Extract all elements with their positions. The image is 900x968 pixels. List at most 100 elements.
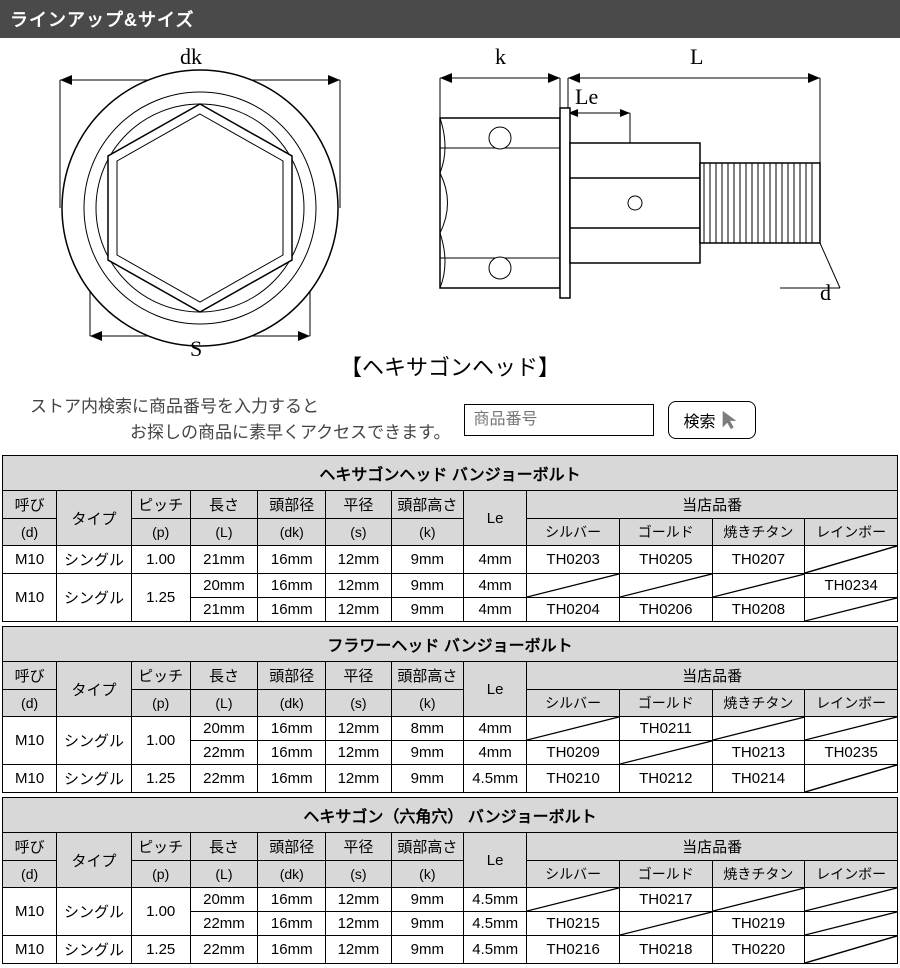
col-L: (L): [190, 861, 258, 888]
cell-type: シングル: [57, 888, 132, 936]
col-pitch: ピッチ: [131, 662, 190, 690]
cell-dk: 16mm: [258, 741, 326, 765]
cell-le: 4mm: [464, 574, 527, 598]
col-store: 当店品番: [527, 662, 898, 690]
col-L: (L): [190, 690, 258, 717]
cell-partno: TH0213: [712, 741, 805, 765]
col-d: (d): [3, 861, 57, 888]
label-d: d: [820, 280, 831, 306]
cell-k: 9mm: [391, 574, 463, 598]
spec-table: ヘキサゴン（六角穴） バンジョーボルト呼びタイプピッチ長さ頭部径平径頭部高さLe…: [2, 797, 898, 964]
col-d: (d): [3, 519, 57, 546]
cell-d: M10: [3, 765, 57, 793]
cell-k: 9mm: [391, 741, 463, 765]
cell-s: 12mm: [326, 546, 392, 574]
col-flat: 平径: [326, 491, 392, 519]
col-s: (s): [326, 519, 392, 546]
col-type: タイプ: [57, 833, 132, 888]
cell-L: 20mm: [190, 717, 258, 741]
cell-type: シングル: [57, 936, 132, 964]
cell-partno: TH0219: [712, 912, 805, 936]
cell-d: M10: [3, 574, 57, 622]
col-hd: 頭部径: [258, 833, 326, 861]
col-yobi: 呼び: [3, 662, 57, 690]
search-button-label: 検索: [683, 408, 715, 432]
col-d: (d): [3, 690, 57, 717]
cell-partno: TH0214: [712, 765, 805, 793]
cell-L: 22mm: [190, 741, 258, 765]
empty-cell: [712, 717, 805, 741]
cell-s: 12mm: [326, 912, 392, 936]
col-p: (p): [131, 519, 190, 546]
spec-table: ヘキサゴンヘッド バンジョーボルト呼びタイプピッチ長さ頭部径平径頭部高さLe当店…: [2, 455, 898, 622]
cell-partno: TH0203: [527, 546, 620, 574]
col-yobi: 呼び: [3, 833, 57, 861]
col-gold: ゴールド: [619, 519, 712, 546]
col-pitch: ピッチ: [131, 491, 190, 519]
cell-partno: TH0206: [619, 598, 712, 622]
col-gold: ゴールド: [619, 690, 712, 717]
col-s: (s): [326, 861, 392, 888]
empty-cell: [527, 574, 620, 598]
col-p: (p): [131, 861, 190, 888]
col-hd: 頭部径: [258, 662, 326, 690]
table-title: フラワーヘッド バンジョーボルト: [3, 627, 898, 662]
diagram-side-view: [400, 48, 860, 348]
empty-cell: [805, 765, 898, 793]
cell-le: 4mm: [464, 546, 527, 574]
cell-dk: 16mm: [258, 765, 326, 793]
cell-p: 1.00: [131, 717, 190, 765]
empty-cell: [805, 546, 898, 574]
col-hdh: 頭部高さ: [391, 662, 463, 690]
cell-d: M10: [3, 717, 57, 765]
col-hdh: 頭部高さ: [391, 491, 463, 519]
cell-L: 22mm: [190, 936, 258, 964]
cell-dk: 16mm: [258, 936, 326, 964]
col-silver: シルバー: [527, 519, 620, 546]
cell-d: M10: [3, 546, 57, 574]
col-type: タイプ: [57, 491, 132, 546]
cell-le: 4.5mm: [464, 936, 527, 964]
search-description: ストア内検索に商品番号を入力すると お探しの商品に素早くアクセスできます。: [30, 394, 450, 445]
cell-p: 1.25: [131, 936, 190, 964]
search-button[interactable]: 検索: [668, 401, 756, 439]
cell-partno: TH0234: [805, 574, 898, 598]
cell-partno: TH0211: [619, 717, 712, 741]
cell-p: 1.00: [131, 546, 190, 574]
label-dk: dk: [180, 44, 202, 70]
cell-partno: TH0205: [619, 546, 712, 574]
label-Le: Le: [575, 84, 598, 110]
cell-s: 12mm: [326, 598, 392, 622]
table-row: M10シングル1.2522mm16mm12mm9mm4.5mmTH0210TH0…: [3, 765, 898, 793]
diagram-top-view: [30, 48, 370, 348]
spec-table: フラワーヘッド バンジョーボルト呼びタイプピッチ長さ頭部径平径頭部高さLe当店品…: [2, 626, 898, 793]
label-S: S: [190, 336, 202, 362]
col-rainbow: レインボー: [805, 690, 898, 717]
cell-s: 12mm: [326, 741, 392, 765]
cell-partno: TH0208: [712, 598, 805, 622]
cell-dk: 16mm: [258, 574, 326, 598]
cell-k: 9mm: [391, 765, 463, 793]
cell-s: 12mm: [326, 717, 392, 741]
empty-cell: [619, 912, 712, 936]
col-dk: (dk): [258, 861, 326, 888]
col-len: 長さ: [190, 662, 258, 690]
col-le: Le: [464, 833, 527, 888]
table-row: M10シングル1.2520mm16mm12mm9mm4mmTH0234: [3, 574, 898, 598]
cell-d: M10: [3, 936, 57, 964]
search-row: ストア内検索に商品番号を入力すると お探しの商品に素早くアクセスできます。 検索: [0, 390, 900, 455]
col-silver: シルバー: [527, 861, 620, 888]
col-le: Le: [464, 491, 527, 546]
diagram-area: dk S k L Le: [0, 38, 900, 358]
cell-type: シングル: [57, 574, 132, 622]
label-L: L: [690, 44, 703, 70]
col-gold: ゴールド: [619, 861, 712, 888]
product-number-input[interactable]: [464, 404, 654, 436]
cell-partno: TH0215: [527, 912, 620, 936]
col-store: 当店品番: [527, 833, 898, 861]
cell-L: 21mm: [190, 598, 258, 622]
col-dk: (dk): [258, 519, 326, 546]
col-le: Le: [464, 662, 527, 717]
cell-k: 9mm: [391, 598, 463, 622]
col-yobi: 呼び: [3, 491, 57, 519]
